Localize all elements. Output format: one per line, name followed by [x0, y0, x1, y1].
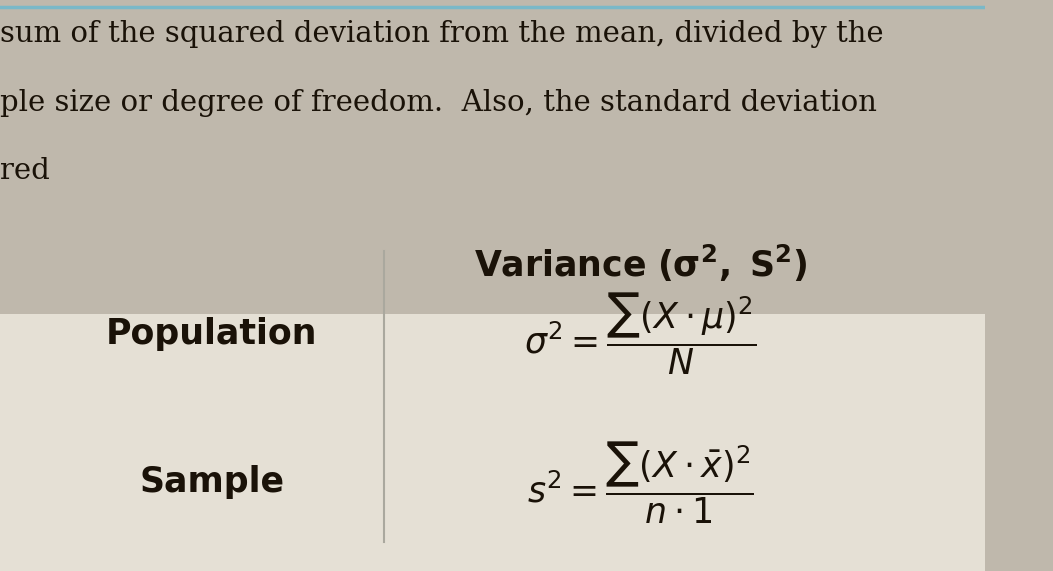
Text: sum of the squared deviation from the mean, divided by the: sum of the squared deviation from the me…: [0, 20, 883, 48]
Text: Population: Population: [106, 317, 318, 351]
Text: ple size or degree of freedom.  Also, the standard deviation: ple size or degree of freedom. Also, the…: [0, 89, 877, 116]
Bar: [0, 0, 986, 314]
Bar: [0, 314, 986, 571]
Text: $s^2 = \dfrac{\sum(X \cdot \bar{x})^2}{n \cdot 1}$: $s^2 = \dfrac{\sum(X \cdot \bar{x})^2}{n…: [528, 439, 754, 526]
Text: Sample: Sample: [139, 465, 284, 500]
Text: red: red: [0, 157, 49, 185]
Text: $\sigma^2 = \dfrac{\sum(X \cdot \mu)^2}{N}$: $\sigma^2 = \dfrac{\sum(X \cdot \mu)^2}{…: [524, 291, 757, 377]
Text: $\mathbf{Variance\ (\sigma^2,\ S^2)}$: $\mathbf{Variance\ (\sigma^2,\ S^2)}$: [474, 243, 808, 284]
